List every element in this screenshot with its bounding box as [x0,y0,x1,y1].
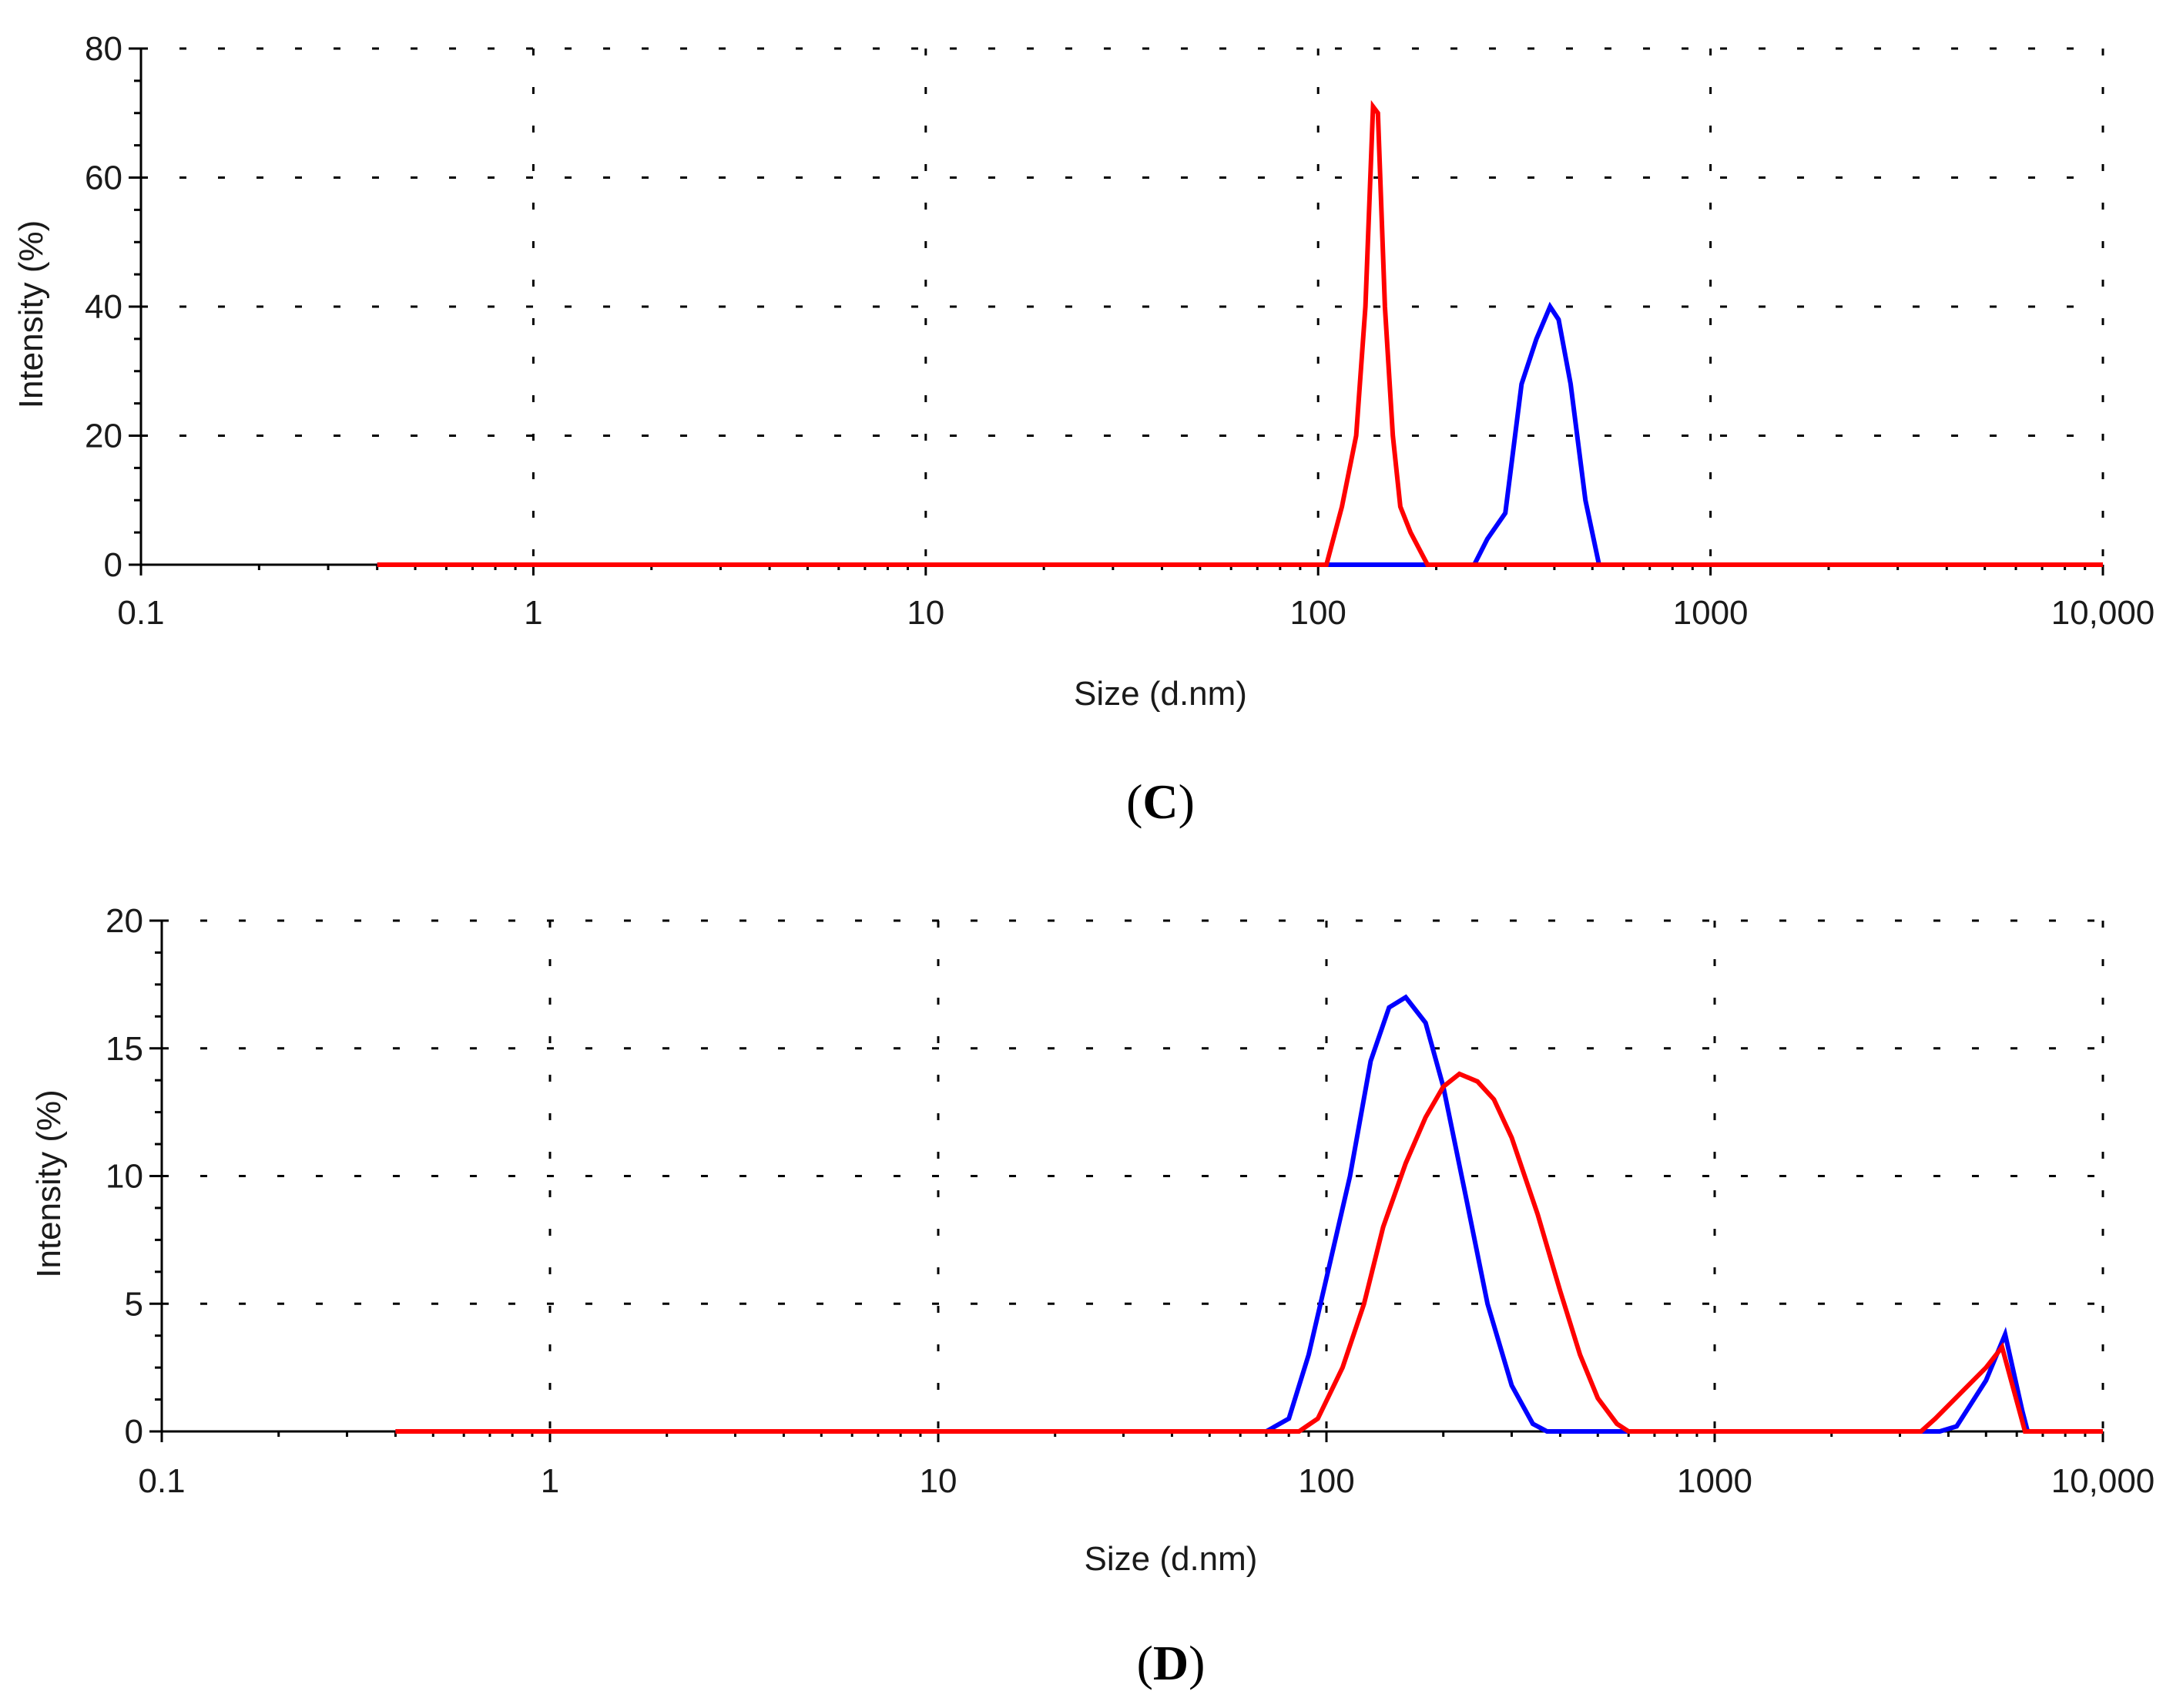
chart-c-y-tick-label: 0 [104,546,122,584]
chart-d-x-tick-label: 1000 [1677,1462,1752,1500]
chart-c-x-tick-label: 1 [524,594,542,632]
chart-c-x-tick-label: 1000 [1673,594,1749,632]
chart-d: 0 5 10 15 20 0.1 1 10 100 1000 10,000 Size (d.nm) In… [30,902,2155,1690]
chart-c-panel-label: (C) [1126,774,1195,829]
chart-c-x-axis-label: Size (d.nm) [1074,675,1247,713]
chart-d-x-axis-label: Size (d.nm) [1085,1540,1258,1578]
chart-c-x-tick-label: 0.1 [117,594,164,632]
chart-c-y-tick-label: 60 [85,159,122,197]
chart-d-y-tick-label: 15 [106,1030,143,1068]
chart-d-x-tick-label: 100 [1298,1462,1354,1500]
chart-d-y-axis-label: Intensity (%) [30,1089,68,1278]
chart-d-panel-label: (D) [1137,1636,1206,1690]
chart-c-x-tick-label: 100 [1289,594,1346,632]
chart-d-x-tick-label: 0.1 [138,1462,185,1500]
chart-d-series-blue-line [395,994,2103,1434]
chart-d-x-tick-label: 10 [920,1462,957,1500]
chart-c-y-tick-label: 20 [85,418,122,455]
chart-c-x-tick-label: 10 [907,594,944,632]
chart-d-y-tick-label: 5 [125,1285,143,1323]
chart-d-y-tick-label: 10 [106,1158,143,1196]
chart-d-x-tick-label: 1 [541,1462,559,1500]
chart-d-y-tick-label: 20 [106,902,143,940]
chart-c-series-blue-line [377,301,2103,567]
chart-c-y-tick-label: 40 [85,288,122,326]
chart-d-series-red-line [395,1071,2103,1434]
chart-c-y-tick-label: 80 [85,30,122,68]
chart-c: 0 20 40 60 80 0.1 1 10 100 1000 10,000 Size (d.nm) I… [12,30,2155,829]
chart-c-series-red-line [377,99,2103,567]
chart-d-x-tick-label: 10,000 [2051,1462,2155,1500]
chart-c-x-tick-label: 10,000 [2051,594,2155,632]
chart-c-y-axis-label: Intensity (%) [12,220,50,409]
chart-d-y-tick-label: 0 [125,1413,143,1451]
